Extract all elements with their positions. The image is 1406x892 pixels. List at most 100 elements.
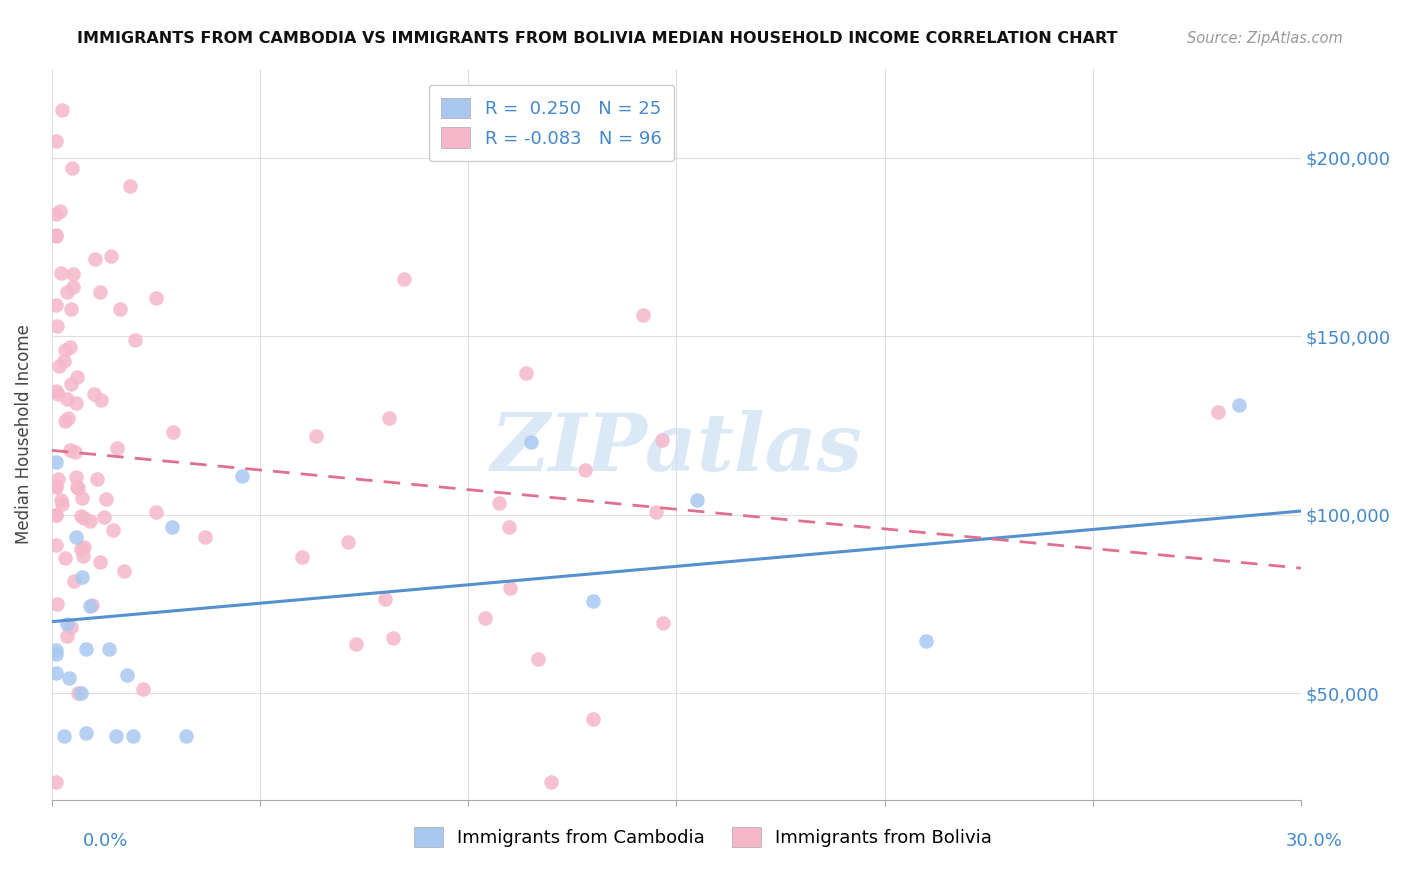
Point — [45, 647, 67, 661]
Point — [145, 505, 167, 519]
Point — [55, 629, 77, 643]
Point — [45, 480, 67, 494]
Point — [82, 598, 104, 612]
Point — [62, 279, 84, 293]
Point — [344, 637, 367, 651]
Point — [93, 509, 115, 524]
Point — [394, 272, 416, 286]
Point — [45, 538, 67, 552]
Point — [62, 267, 84, 281]
Point — [83, 387, 105, 401]
Point — [90, 392, 112, 407]
Point — [104, 729, 127, 743]
Point — [52, 354, 75, 368]
Point — [915, 634, 938, 648]
Point — [86, 472, 108, 486]
Point — [45, 666, 67, 681]
Point — [499, 582, 522, 596]
Point — [63, 445, 86, 459]
Point — [76, 642, 98, 657]
Point — [515, 366, 537, 380]
Point — [65, 470, 87, 484]
Point — [1206, 405, 1229, 419]
Point — [53, 414, 76, 428]
Point — [83, 252, 105, 267]
Text: ZIPatlas: ZIPatlas — [491, 410, 862, 488]
Point — [51, 498, 73, 512]
Point — [582, 712, 605, 726]
Point — [45, 319, 67, 334]
Point — [45, 384, 67, 399]
Point — [58, 672, 80, 686]
Point — [291, 549, 314, 564]
Point — [162, 425, 184, 439]
Point — [58, 410, 80, 425]
Text: 0.0%: 0.0% — [83, 831, 128, 849]
Point — [686, 493, 709, 508]
Point — [56, 392, 79, 406]
Point — [45, 508, 67, 523]
Point — [79, 514, 101, 528]
Point — [45, 207, 67, 221]
Point — [72, 491, 94, 506]
Point — [72, 549, 94, 563]
Point — [337, 535, 360, 549]
Point — [231, 468, 253, 483]
Point — [73, 511, 96, 525]
Point — [65, 396, 87, 410]
Point — [631, 308, 654, 322]
Point — [70, 570, 93, 584]
Point — [145, 291, 167, 305]
Point — [174, 729, 197, 743]
Point — [56, 285, 79, 299]
Y-axis label: Median Household Income: Median Household Income — [15, 325, 32, 544]
Point — [1227, 398, 1250, 412]
Point — [488, 496, 510, 510]
Point — [132, 681, 155, 696]
Point — [46, 387, 69, 401]
Point — [194, 530, 217, 544]
Point — [381, 632, 404, 646]
Point — [651, 615, 673, 630]
Point — [45, 135, 67, 149]
Text: IMMIGRANTS FROM CAMBODIA VS IMMIGRANTS FROM BOLIVIA MEDIAN HOUSEHOLD INCOME CORR: IMMIGRANTS FROM CAMBODIA VS IMMIGRANTS F… — [77, 31, 1118, 46]
Point — [101, 523, 124, 537]
Point — [112, 564, 135, 578]
Point — [53, 343, 76, 357]
Point — [651, 433, 673, 447]
Point — [60, 620, 83, 634]
Point — [66, 370, 89, 384]
Point — [79, 599, 101, 614]
Point — [45, 228, 67, 243]
Point — [45, 643, 67, 657]
Point — [69, 686, 91, 700]
Point — [110, 301, 132, 316]
Point — [519, 434, 541, 449]
Point — [60, 376, 83, 391]
Point — [120, 179, 142, 194]
Point — [122, 729, 145, 743]
Point — [117, 668, 139, 682]
Point — [582, 594, 605, 608]
Point — [45, 597, 67, 611]
Point — [105, 442, 128, 456]
Point — [73, 540, 96, 554]
Point — [527, 651, 550, 665]
Point — [69, 508, 91, 523]
Point — [48, 359, 70, 373]
Point — [45, 478, 67, 492]
Point — [66, 481, 89, 495]
Point — [378, 410, 401, 425]
Text: Source: ZipAtlas.com: Source: ZipAtlas.com — [1187, 31, 1343, 46]
Point — [75, 725, 97, 739]
Point — [97, 641, 120, 656]
Legend: R =  0.250   N = 25, R = -0.083   N = 96: R = 0.250 N = 25, R = -0.083 N = 96 — [429, 85, 673, 161]
Point — [49, 266, 72, 280]
Point — [60, 161, 83, 175]
Text: 30.0%: 30.0% — [1286, 831, 1343, 849]
Point — [45, 775, 67, 789]
Point — [644, 505, 666, 519]
Point — [100, 249, 122, 263]
Point — [63, 574, 86, 588]
Point — [374, 592, 396, 607]
